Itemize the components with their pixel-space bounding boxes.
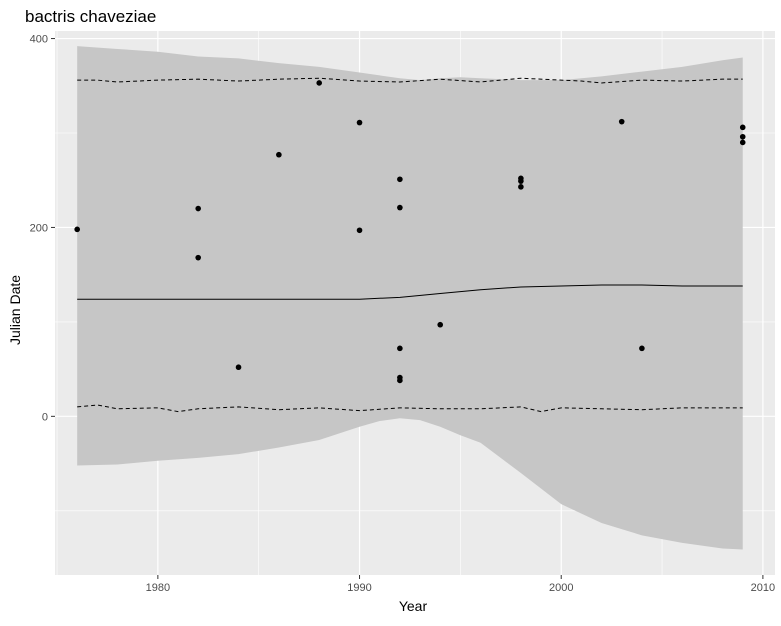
y-tick-label: 0 — [42, 411, 48, 423]
chart-title: bactris chaveziae — [25, 7, 156, 26]
data-point — [739, 139, 746, 146]
data-point — [356, 119, 363, 126]
fit-line — [77, 284, 743, 300]
series-layer — [74, 46, 746, 550]
y-tick-label: 200 — [30, 222, 48, 234]
y-tick-label: 400 — [30, 34, 48, 46]
x-tick-label: 1990 — [347, 582, 371, 594]
data-point — [235, 364, 242, 371]
data-point — [518, 184, 524, 190]
data-point — [518, 178, 524, 184]
data-point — [437, 321, 444, 328]
data-point — [276, 151, 282, 158]
data-point — [356, 227, 363, 234]
data-point — [195, 205, 201, 212]
data-point — [397, 176, 403, 183]
data-point — [739, 133, 746, 140]
upper-quantile-line — [77, 77, 743, 84]
x-tick-label: 2000 — [549, 582, 573, 594]
lower-quantile-line — [77, 404, 743, 413]
confidence-ribbon — [77, 46, 743, 550]
data-point — [397, 204, 403, 211]
data-point — [74, 226, 80, 233]
data-point — [195, 254, 201, 261]
data-point — [397, 377, 403, 384]
data-point — [618, 118, 625, 125]
data-point — [639, 345, 645, 352]
x-tick-label: 2010 — [751, 582, 775, 594]
data-point — [316, 80, 323, 86]
data-point — [739, 124, 746, 131]
y-axis-title: Julian Date — [7, 275, 23, 345]
x-axis-title: Year — [399, 598, 428, 614]
data-point — [397, 345, 403, 352]
y-axis: 0 200 400 — [30, 34, 55, 423]
x-axis: 1980 1990 2000 2010 — [146, 575, 775, 594]
x-tick-label: 1980 — [146, 582, 170, 594]
